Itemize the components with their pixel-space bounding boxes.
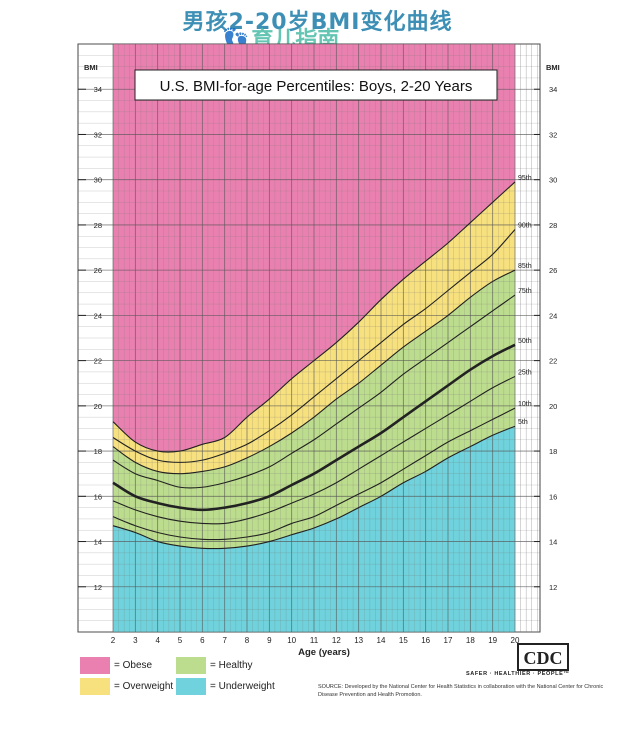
- percentile-label-10th: 10th: [518, 401, 532, 408]
- percentile-curve-25th: [112, 375, 516, 525]
- percentile-label-5th: 5th: [518, 419, 528, 426]
- legend-item-healthy: = Healthy: [176, 657, 253, 674]
- legend-label-obese: = Obese: [114, 660, 153, 671]
- x-tick-label: 15: [399, 636, 408, 645]
- y-axis-label-right: BMI: [546, 63, 560, 72]
- y-tick-label-right: 18: [549, 447, 557, 456]
- cdc-tagline: SAFER · HEALTHIER · PEOPLE™: [466, 671, 570, 677]
- y-tick-label-right: 12: [549, 583, 557, 592]
- x-tick-label: 16: [421, 636, 430, 645]
- legend-item-underweight: = Underweight: [176, 678, 275, 695]
- y-tick-label-right: 20: [549, 402, 557, 411]
- x-axis-label: Age (years): [298, 647, 350, 658]
- y-tick-label-left: 20: [94, 402, 102, 411]
- legend-item-obese: = Obese: [80, 657, 152, 674]
- percentile-label-90th: 90th: [518, 222, 532, 229]
- x-tick-label: 11: [310, 636, 319, 645]
- percentile-label-75th: 75th: [518, 288, 532, 295]
- percentile-curve-50th: [112, 343, 516, 512]
- x-tick-label: 13: [354, 636, 363, 645]
- y-tick-label-left: 14: [94, 538, 102, 547]
- y-tick-label-left: 22: [94, 357, 102, 366]
- x-tick-label: 19: [488, 636, 497, 645]
- x-tick-label: 7: [222, 636, 227, 645]
- x-tick-label: 20: [511, 636, 520, 645]
- chart-title-box: [134, 69, 498, 101]
- y-tick-label-right: 32: [549, 130, 557, 139]
- legend-swatch-overweight: [80, 678, 110, 695]
- y-tick-label-left: 18: [94, 447, 102, 456]
- y-tick-label-left: 16: [94, 492, 102, 501]
- legend-label-healthy: = Healthy: [210, 660, 253, 671]
- y-tick-label-right: 26: [549, 266, 557, 275]
- x-tick-label: 18: [466, 636, 475, 645]
- y-tick-label-right: 14: [549, 538, 557, 547]
- y-tick-label-right: 34: [549, 85, 557, 94]
- x-tick-label: 4: [155, 636, 160, 645]
- y-tick-label-right: 24: [549, 311, 557, 320]
- y-tick-label-left: 32: [94, 130, 102, 139]
- percentile-curve-90th: [112, 229, 516, 463]
- legend-item-overweight: = Overweight: [80, 678, 173, 695]
- y-tick-label-left: 34: [94, 85, 102, 94]
- x-tick-label: 12: [332, 636, 341, 645]
- legend-swatch-underweight: [176, 678, 206, 695]
- x-tick-label: 8: [245, 636, 250, 645]
- x-tick-label: 9: [267, 636, 272, 645]
- source-note: SOURCE: Developed by the National Center…: [318, 684, 604, 698]
- y-tick-label-right: 28: [549, 221, 557, 230]
- percentile-curve-95th: [112, 181, 516, 453]
- y-tick-label-left: 28: [94, 221, 102, 230]
- percentile-curve-10th: [112, 407, 516, 541]
- x-tick-label: 17: [444, 636, 453, 645]
- x-tick-label: 6: [200, 636, 205, 645]
- percentile-curve-75th: [112, 294, 516, 489]
- y-tick-label-right: 30: [549, 176, 557, 185]
- y-axis-label-left: BMI: [84, 63, 98, 72]
- legend-swatch-obese: [80, 657, 110, 674]
- x-tick-label: 5: [178, 636, 183, 645]
- percentile-curve-85th: [112, 269, 516, 475]
- percentile-label-95th: 95th: [518, 175, 532, 182]
- y-tick-label-left: 30: [94, 176, 102, 185]
- legend-swatch-healthy: [176, 657, 206, 674]
- cdc-logo: CDC: [517, 643, 569, 671]
- cdc-logo-text: CDC: [524, 648, 563, 668]
- percentile-curve-5th: [112, 425, 516, 550]
- page-title: 男孩2-20岁BMI变化曲线: [182, 10, 453, 35]
- x-tick-label: 3: [133, 636, 138, 645]
- y-tick-label-left: 26: [94, 266, 102, 275]
- percentile-label-85th: 85th: [518, 263, 532, 270]
- legend-label-underweight: = Underweight: [210, 681, 275, 692]
- x-tick-label: 10: [287, 636, 296, 645]
- y-tick-label-right: 22: [549, 357, 557, 366]
- x-tick-label: 2: [111, 636, 116, 645]
- y-tick-label-left: 24: [94, 311, 102, 320]
- y-tick-label-right: 16: [549, 492, 557, 501]
- x-tick-label: 14: [377, 636, 386, 645]
- y-tick-label-left: 12: [94, 583, 102, 592]
- legend-label-overweight: = Overweight: [114, 681, 174, 692]
- percentile-label-50th: 50th: [518, 338, 532, 345]
- percentile-label-25th: 25th: [518, 369, 532, 376]
- chart-title: U.S. BMI-for-age Percentiles: Boys, 2-20…: [160, 78, 473, 95]
